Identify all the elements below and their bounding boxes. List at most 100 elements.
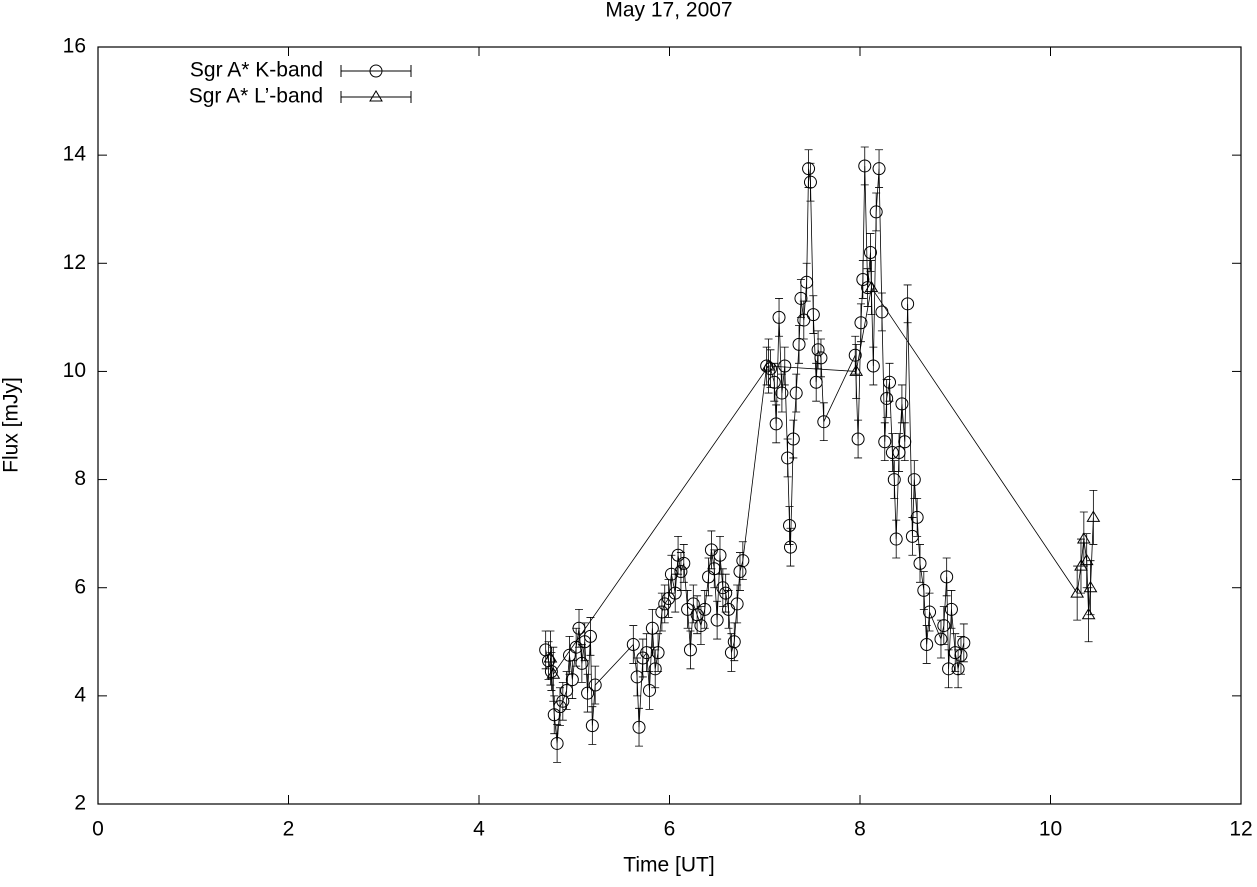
data-point: [588, 678, 602, 692]
data-point: [944, 602, 958, 616]
error-bar: [713, 600, 722, 640]
data-point: [806, 308, 820, 322]
data-point: [581, 686, 595, 700]
error-bar: [588, 706, 597, 745]
data-point: [1079, 553, 1094, 566]
error-bar: [654, 633, 663, 672]
error-bar: [679, 544, 688, 583]
error-bar: [635, 707, 644, 747]
error-bar: [866, 233, 875, 272]
x-tick-label: 4: [473, 818, 485, 841]
data-point: [772, 310, 786, 324]
error-bar: [693, 595, 702, 635]
x-tick-label: 8: [854, 818, 866, 841]
data-point: [910, 510, 924, 524]
data-point: [817, 415, 831, 429]
data-point: [655, 605, 669, 619]
data-point: [957, 636, 971, 650]
data-point: [887, 473, 901, 487]
data-point: [861, 281, 875, 295]
data-point: [694, 619, 708, 633]
series-line: [545, 165, 965, 744]
error-bar: [775, 298, 784, 337]
data-point: [640, 646, 654, 660]
error-bar: [860, 146, 869, 186]
error-bar: [795, 325, 804, 364]
error-bar: [819, 402, 828, 442]
data-point: [951, 662, 965, 676]
error-bar: [858, 260, 867, 299]
data-point: [809, 375, 823, 389]
data-point: [854, 316, 868, 330]
data-point: [1070, 586, 1085, 598]
error-bar: [875, 149, 884, 188]
data-point: [730, 597, 744, 611]
error-bar: [877, 292, 886, 332]
data-point: [651, 646, 665, 660]
data-point: [898, 435, 912, 449]
data-point: [907, 473, 921, 487]
data-point: [864, 280, 879, 293]
error-bar: [856, 303, 865, 343]
data-point: [885, 446, 899, 460]
data-point: [866, 359, 880, 373]
chart-title: May 17, 2007: [605, 0, 732, 22]
data-point: [849, 364, 864, 376]
error-bar: [816, 338, 825, 378]
data-point: [869, 205, 883, 219]
error-bar: [785, 506, 794, 545]
y-tick-label: 14: [63, 143, 87, 166]
error-bar: [568, 660, 577, 699]
x-axis-label: Time [UT]: [623, 854, 714, 877]
data-point: [901, 297, 915, 311]
data-point: [934, 632, 948, 646]
error-bar: [947, 590, 956, 629]
data-point: [851, 432, 865, 446]
y-tick-label: 12: [63, 251, 86, 274]
error-bar: [638, 638, 647, 678]
legend-marker: [369, 64, 383, 78]
error-bar: [867, 260, 876, 316]
error-bar: [908, 517, 917, 556]
data-point: [783, 519, 797, 533]
error-bar: [802, 262, 811, 302]
data-point: [880, 391, 894, 405]
error-bar: [696, 606, 705, 645]
y-tick-label: 4: [74, 683, 86, 706]
data-point: [803, 175, 817, 189]
data-point: [814, 351, 828, 365]
data-point: [848, 348, 862, 362]
data-point: [583, 629, 597, 643]
data-point: [761, 359, 776, 371]
data-point: [719, 586, 733, 600]
data-point: [713, 548, 727, 562]
data-point: [889, 532, 903, 546]
error-bar: [764, 338, 773, 394]
x-tick-label: 10: [1039, 818, 1062, 841]
error-bar: [683, 590, 692, 629]
error-bar: [686, 630, 695, 670]
legend-label: Sgr A* K-band: [190, 59, 323, 82]
y-tick-label: 16: [63, 35, 86, 58]
error-bar: [629, 625, 638, 664]
error-bar: [1089, 489, 1098, 545]
data-point: [858, 159, 872, 173]
data-point: [811, 343, 825, 357]
data-point: [856, 273, 870, 287]
error-bar: [880, 422, 889, 462]
error-bar: [872, 192, 881, 232]
data-point: [562, 648, 576, 662]
data-point: [674, 564, 688, 578]
error-bar: [591, 665, 600, 705]
data-point: [913, 556, 927, 570]
legend-sample: [340, 65, 412, 77]
x-tick-label: 12: [1229, 818, 1252, 841]
data-point: [937, 619, 951, 633]
y-tick-label: 6: [74, 575, 86, 598]
data-point: [783, 540, 797, 554]
error-bar: [903, 284, 912, 324]
data-point: [800, 275, 814, 289]
error-bar: [792, 373, 801, 413]
data-point: [632, 720, 646, 734]
error-bar: [772, 404, 781, 444]
